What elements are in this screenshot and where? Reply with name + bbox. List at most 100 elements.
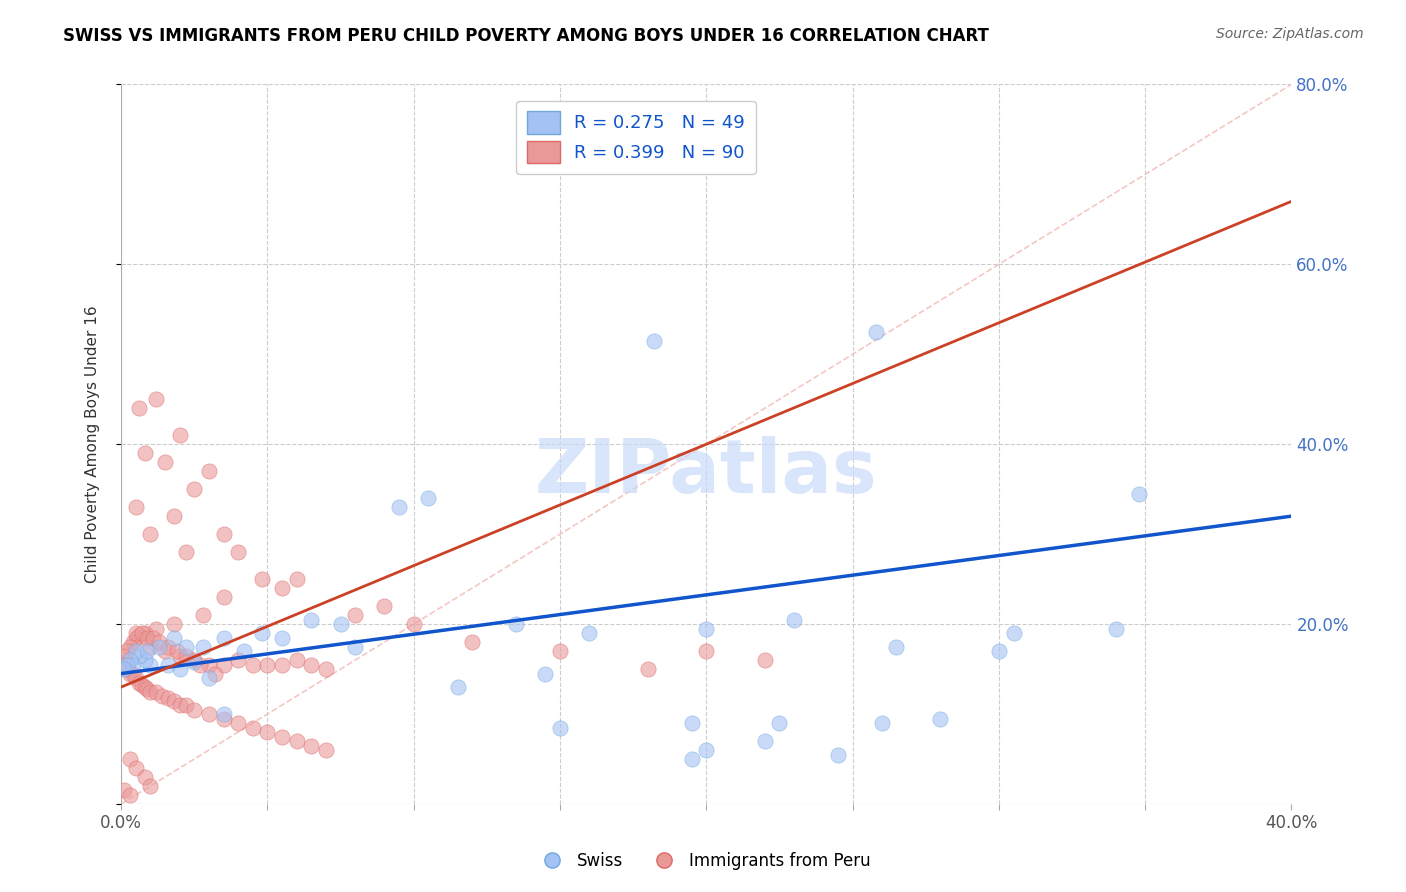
Point (156, 640, 179, 654)
Point (198, 657, 221, 672)
Point (183, 653, 205, 667)
Point (131, 678, 153, 692)
Point (112, 662, 135, 676)
Point (250, 626, 273, 640)
Point (285, 653, 308, 667)
Point (226, 545, 249, 559)
Point (783, 613, 806, 627)
Point (886, 640, 908, 654)
Point (256, 657, 278, 672)
Point (461, 635, 484, 649)
Point (191, 608, 214, 623)
Point (118, 653, 141, 667)
Point (118, 640, 141, 654)
Text: SWISS VS IMMIGRANTS FROM PERU CHILD POVERTY AMONG BOYS UNDER 16 CORRELATION CHAR: SWISS VS IMMIGRANTS FROM PERU CHILD POVE… (63, 27, 990, 45)
Point (198, 671, 221, 685)
Point (163, 617, 186, 632)
Point (285, 572, 308, 586)
Point (695, 622, 717, 636)
Point (271, 631, 294, 645)
Point (136, 681, 159, 696)
Point (373, 599, 395, 613)
Point (128, 401, 150, 416)
Point (112, 657, 135, 672)
Point (139, 527, 162, 541)
Point (643, 334, 665, 348)
Point (166, 644, 188, 658)
Point (212, 706, 235, 721)
Point (174, 698, 197, 712)
Point (754, 734, 776, 748)
Point (929, 712, 952, 726)
Point (125, 761, 148, 775)
Point (134, 680, 156, 694)
Point (134, 626, 156, 640)
Point (271, 581, 294, 595)
Point (121, 635, 143, 649)
Point (183, 702, 205, 716)
Point (1128, 486, 1150, 500)
Point (212, 590, 235, 604)
Point (125, 626, 148, 640)
Point (174, 648, 197, 663)
Point (169, 428, 191, 442)
Point (174, 640, 197, 654)
Point (695, 743, 717, 757)
Point (125, 631, 148, 645)
Point (534, 666, 557, 681)
Point (695, 644, 717, 658)
Point (315, 743, 337, 757)
Point (125, 671, 148, 685)
Point (681, 716, 703, 731)
Point (183, 482, 205, 496)
Point (115, 644, 138, 658)
Point (148, 640, 170, 654)
Point (145, 622, 167, 636)
Point (754, 653, 776, 667)
Point (865, 325, 887, 339)
Point (1002, 626, 1025, 640)
Point (163, 631, 186, 645)
Point (131, 626, 153, 640)
Point (174, 545, 197, 559)
Point (212, 527, 235, 541)
Point (191, 640, 214, 654)
Point (418, 491, 440, 505)
Point (139, 657, 162, 672)
Point (271, 657, 294, 672)
Point (505, 617, 527, 632)
Point (1105, 622, 1128, 636)
Point (299, 657, 322, 672)
Point (402, 617, 425, 632)
Point (637, 662, 659, 676)
Text: Source: ZipAtlas.com: Source: ZipAtlas.com (1216, 27, 1364, 41)
Point (148, 635, 170, 649)
Point (768, 716, 790, 731)
Point (344, 640, 367, 654)
Point (169, 698, 191, 712)
Point (226, 653, 249, 667)
Point (150, 689, 173, 703)
Point (145, 392, 167, 407)
Point (125, 500, 148, 515)
Point (315, 662, 337, 676)
Point (112, 783, 135, 797)
Point (226, 716, 249, 731)
Point (134, 653, 156, 667)
Point (188, 657, 211, 672)
Point (827, 747, 849, 762)
Point (271, 730, 294, 744)
Point (233, 644, 256, 658)
Point (121, 666, 143, 681)
Point (153, 455, 176, 469)
Legend: Swiss, Immigrants from Peru: Swiss, Immigrants from Peru (529, 846, 877, 877)
Text: ZIPatlas: ZIPatlas (536, 436, 877, 509)
Point (183, 655, 205, 669)
Point (156, 690, 179, 705)
Point (136, 644, 159, 658)
Point (198, 706, 221, 721)
Point (128, 648, 150, 663)
Point (548, 644, 571, 658)
Point (125, 644, 148, 658)
Point (548, 721, 571, 735)
